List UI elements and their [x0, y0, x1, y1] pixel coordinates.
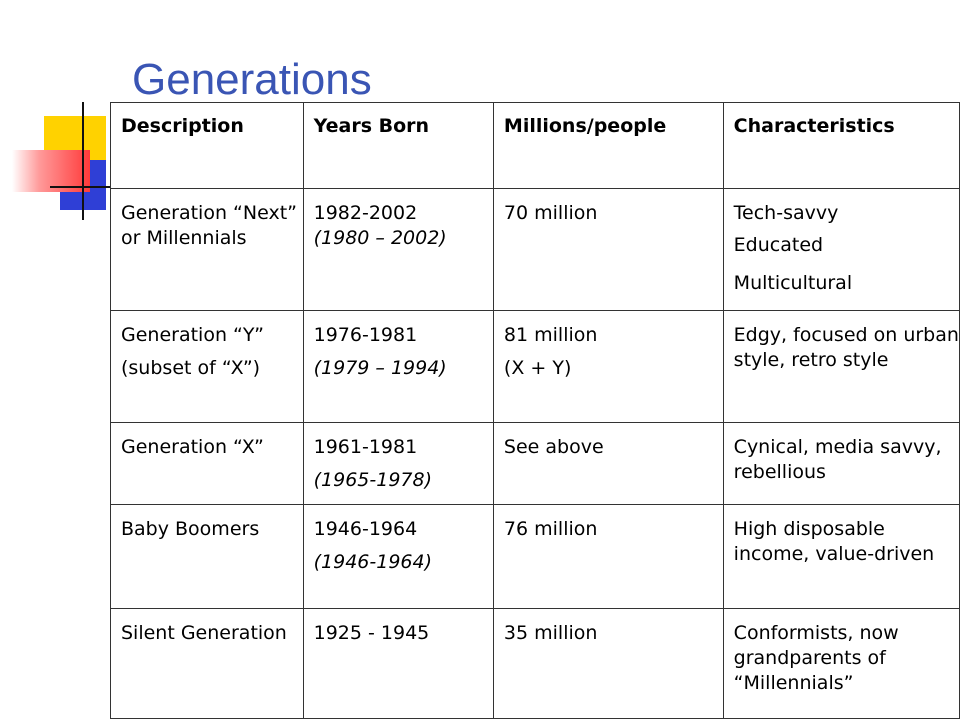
decorative-red-block: [12, 150, 90, 192]
header-characteristics: Characteristics: [722, 102, 960, 189]
cell-characteristics: Conformists, now grandparents of “Millen…: [722, 608, 960, 719]
cell-millions: See above: [492, 422, 724, 505]
cell-description: Silent Generation: [110, 608, 304, 719]
cell-millions: 35 million: [492, 608, 724, 719]
table-row: Silent Generation 1925 - 1945 35 million…: [110, 608, 960, 719]
table-row: Generation “X” 1961-1981 (1965-1978) See …: [110, 422, 960, 505]
cell-description: Generation “X”: [110, 422, 304, 505]
slide-title: Generations: [132, 55, 372, 104]
cell-characteristics: Edgy, focused on urban style, retro styl…: [722, 310, 960, 423]
header-years-born: Years Born: [302, 102, 494, 189]
table-row: Baby Boomers 1946-1964 (1946-1964) 76 mil…: [110, 504, 960, 609]
cell-characteristics: Tech-savvy Educated Multicultural: [722, 188, 960, 311]
cell-millions: 76 million: [492, 504, 724, 609]
decorative-vertical-line: [82, 102, 84, 220]
table-row: Generation “Next” or Millennials 1982-20…: [110, 188, 960, 311]
cell-years: 1982-2002 (1980 – 2002): [302, 188, 494, 311]
table-row: Generation “Y” (subset of “X”) 1976-1981(…: [110, 310, 960, 423]
cell-description: Generation “Y” (subset of “X”): [110, 310, 304, 423]
cell-years: 1976-1981 (1979 – 1994): [302, 310, 494, 423]
cell-characteristics: Cynical, media savvy, rebellious: [722, 422, 960, 505]
cell-millions: 81 million (X + Y): [492, 310, 724, 423]
cell-description: Baby Boomers: [110, 504, 304, 609]
cell-characteristics: High disposable income, value-driven: [722, 504, 960, 609]
cell-years: 1961-1981 (1965-1978): [302, 422, 494, 505]
cell-description: Generation “Next” or Millennials: [110, 188, 304, 311]
generations-table: Description Years Born Millions/people C…: [110, 102, 960, 719]
decorative-horizontal-line: [50, 186, 110, 188]
table-header-row: Description Years Born Millions/people C…: [110, 102, 960, 189]
header-description: Description: [110, 102, 304, 189]
header-millions-people: Millions/people: [492, 102, 724, 189]
cell-years: 1946-1964 (1946-1964): [302, 504, 494, 609]
cell-millions: 70 million: [492, 188, 724, 311]
cell-years: 1925 - 1945: [302, 608, 494, 719]
